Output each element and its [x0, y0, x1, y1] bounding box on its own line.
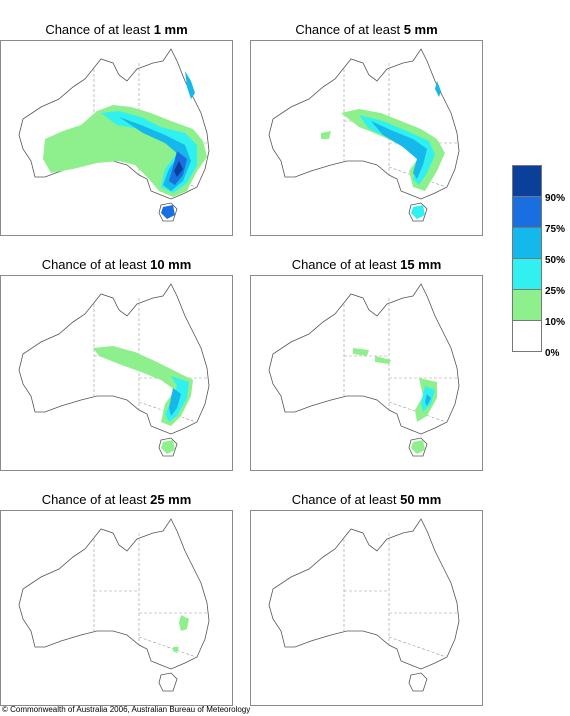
legend-label-25: 25%: [545, 286, 566, 297]
legend-label-10: 10%: [545, 317, 566, 328]
panel-title: Chance of at least 5 mm: [295, 22, 438, 37]
probability-legend: [512, 165, 542, 352]
legend-swatch-90: [512, 165, 542, 196]
rain-10mm: [93, 346, 193, 454]
legend-label-90: 90%: [545, 193, 566, 204]
rain-5mm: [321, 81, 445, 219]
legend-label-50: 50%: [545, 255, 566, 266]
rain-25mm: [173, 615, 189, 653]
copyright-notice: © Commonwealth of Australia 2006, Austra…: [2, 705, 251, 714]
map-frame: [0, 510, 233, 706]
legend-swatch-25: [512, 258, 542, 289]
legend-swatch-75: [512, 196, 542, 227]
panel-title: Chance of at least 10 mm: [41, 257, 192, 272]
australia-map: [18, 48, 210, 222]
legend-label-75: 75%: [545, 224, 566, 235]
map-frame: [250, 275, 483, 471]
legend-swatch-50: [512, 227, 542, 258]
panel-title: Chance of at least 1 mm: [45, 22, 188, 37]
map-frame: [250, 40, 483, 236]
legend-label-0: 0%: [545, 348, 560, 359]
australia-map: [268, 48, 460, 222]
panel-title: Chance of at least 25 mm: [41, 492, 192, 507]
australia-map: [18, 518, 210, 692]
rain-15mm: [353, 348, 437, 454]
panel-title: Chance of at least 15 mm: [291, 257, 442, 272]
australia-map: [268, 518, 460, 692]
australia-map: [18, 283, 210, 457]
legend-swatch-10: [512, 289, 542, 320]
map-frame: [0, 40, 233, 236]
map-frame: [250, 510, 483, 706]
rain-1mm: [43, 71, 207, 219]
panel-title: Chance of at least 50 mm: [291, 492, 442, 507]
map-frame: [0, 275, 233, 471]
legend-swatch-0: [512, 320, 542, 352]
australia-map: [268, 283, 460, 457]
